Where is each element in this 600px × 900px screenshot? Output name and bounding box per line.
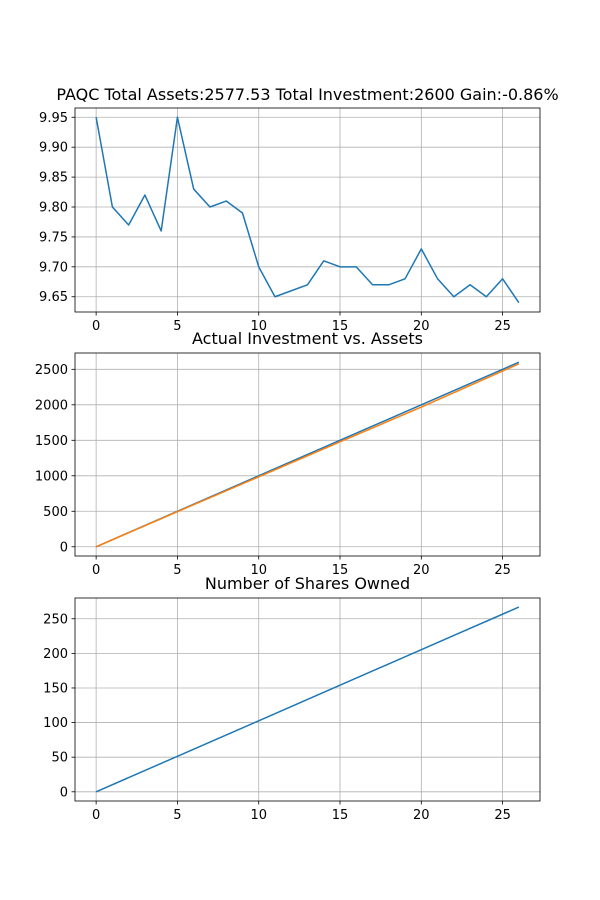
axes-frame xyxy=(74,597,541,802)
x-tick-label: 15 xyxy=(332,808,349,823)
x-tick-label: 10 xyxy=(250,319,267,334)
x-tick-label: 5 xyxy=(173,808,181,823)
y-tick-label: 200 xyxy=(43,647,68,662)
y-tick-label: 0 xyxy=(60,540,68,555)
y-tick-label: 9.90 xyxy=(39,141,68,156)
x-tick-label: 15 xyxy=(332,319,349,334)
y-tick-label: 1000 xyxy=(35,469,68,484)
chart-title-investment: Actual Investment vs. Assets xyxy=(192,329,423,348)
y-tick-label: 1500 xyxy=(35,434,68,449)
series-line-2 xyxy=(95,363,520,548)
y-tick-label: 50 xyxy=(51,751,68,766)
axes-frame xyxy=(74,352,541,557)
y-tick-label: 2500 xyxy=(35,363,68,378)
y-tick-label: 100 xyxy=(43,716,68,731)
x-tick-label: 15 xyxy=(332,563,349,578)
x-tick-label: 5 xyxy=(173,319,181,334)
x-tick-label: 25 xyxy=(494,319,511,334)
series-line-1 xyxy=(95,116,520,304)
y-tick-label: 9.65 xyxy=(39,290,68,305)
y-tick-label: 500 xyxy=(43,505,68,520)
chart-title-assets: PAQC Total Assets:2577.53 Total Investme… xyxy=(56,85,558,104)
x-tick-label: 10 xyxy=(250,563,267,578)
x-tick-label: 10 xyxy=(250,808,267,823)
x-tick-label: 20 xyxy=(413,808,430,823)
y-tick-label: 2000 xyxy=(35,398,68,413)
y-tick-label: 0 xyxy=(60,785,68,800)
x-tick-label: 25 xyxy=(494,563,511,578)
y-tick-label: 9.75 xyxy=(39,230,68,245)
x-tick-label: 20 xyxy=(413,563,430,578)
x-tick-label: 0 xyxy=(92,808,100,823)
investment-vs-assets-chart: 0 5 10 15 20 25 0 500 1000 1500 2000 2500 xyxy=(35,352,541,578)
y-tick-label: 250 xyxy=(43,612,68,627)
x-tick-label: 20 xyxy=(413,319,430,334)
series-line-1 xyxy=(95,606,520,793)
x-tick-label: 0 xyxy=(92,319,100,334)
x-tick-label: 5 xyxy=(173,563,181,578)
axes-frame xyxy=(74,107,541,313)
x-tick-label: 25 xyxy=(494,808,511,823)
y-tick-label: 9.85 xyxy=(39,171,68,186)
y-tick-label: 9.70 xyxy=(39,260,68,275)
assets-price-chart: 0 5 10 15 20 25 9.65 9.70 9.75 9.80 9.85 9.90 9.95 xyxy=(39,107,541,334)
y-tick-label: 150 xyxy=(43,681,68,696)
y-tick-label: 9.80 xyxy=(39,201,68,216)
y-tick-label: 9.95 xyxy=(39,111,68,126)
x-tick-label: 0 xyxy=(92,563,100,578)
chart-title-shares: Number of Shares Owned xyxy=(205,574,410,593)
